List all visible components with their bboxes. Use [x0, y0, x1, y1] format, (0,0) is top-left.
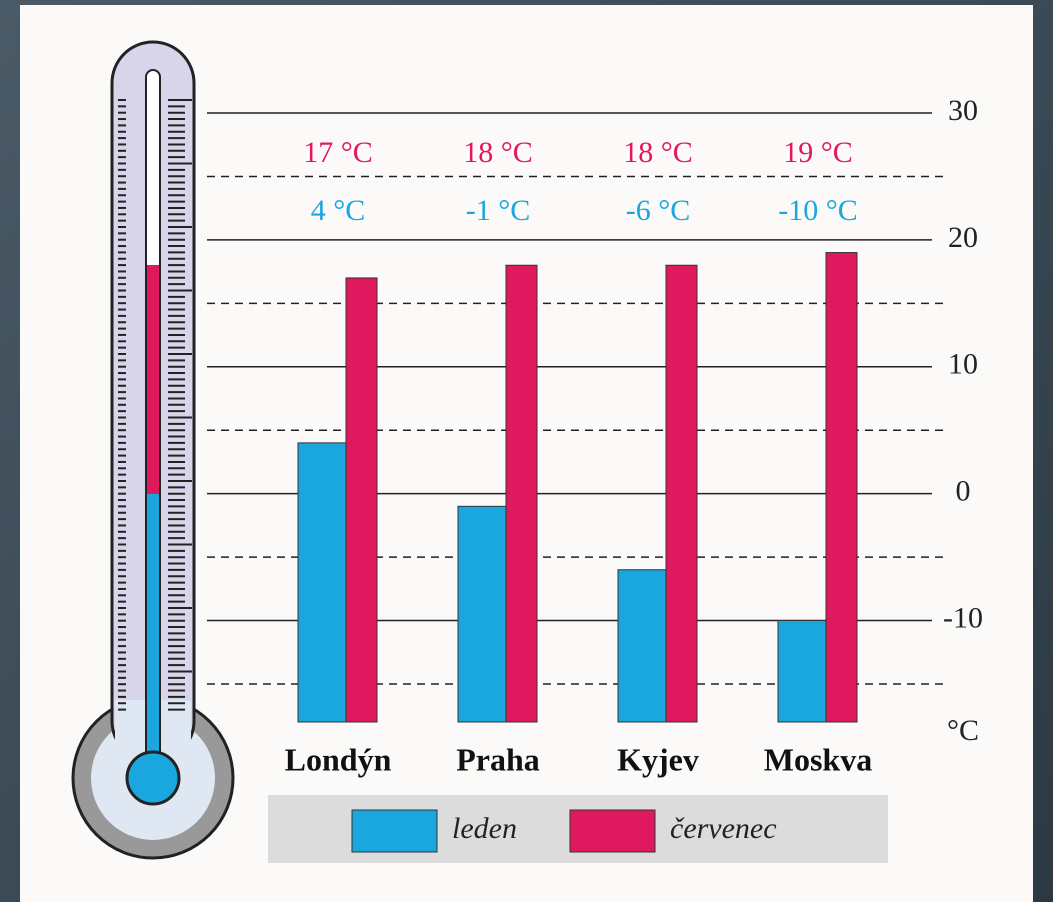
bar	[777, 620, 827, 723]
thermometer	[71, 40, 235, 860]
x-tick-label: Kyjev	[617, 741, 699, 777]
bar	[457, 505, 507, 723]
bar	[297, 442, 347, 723]
value-label: -6 °C	[626, 194, 691, 227]
value-label: 4 °C	[311, 194, 366, 227]
x-tick-label: Moskva	[764, 741, 872, 777]
bar	[825, 252, 858, 723]
x-tick-label: Praha	[456, 741, 540, 777]
bar	[617, 569, 667, 723]
bar	[505, 264, 538, 723]
value-label: 19 °C	[783, 136, 853, 169]
value-label: 17 °C	[303, 136, 373, 169]
y-tick-label: 30	[948, 94, 978, 127]
bar	[345, 277, 378, 723]
x-tick-label: Londýn	[285, 741, 392, 777]
value-label: -1 °C	[466, 194, 531, 227]
legend-swatch	[569, 809, 656, 853]
legend-label: červenec	[670, 812, 777, 845]
legend-swatch	[351, 809, 438, 853]
y-tick-label: 20	[948, 221, 978, 254]
value-label: 18 °C	[463, 136, 533, 169]
value-label: -10 °C	[778, 194, 858, 227]
y-tick-label: 0	[956, 475, 971, 508]
bar	[665, 264, 698, 723]
y-tick-label: 10	[948, 348, 978, 381]
value-label: 18 °C	[623, 136, 693, 169]
y-tick-label: -10	[943, 601, 983, 634]
y-axis-label: °C	[947, 714, 979, 747]
legend-label: leden	[452, 812, 517, 845]
